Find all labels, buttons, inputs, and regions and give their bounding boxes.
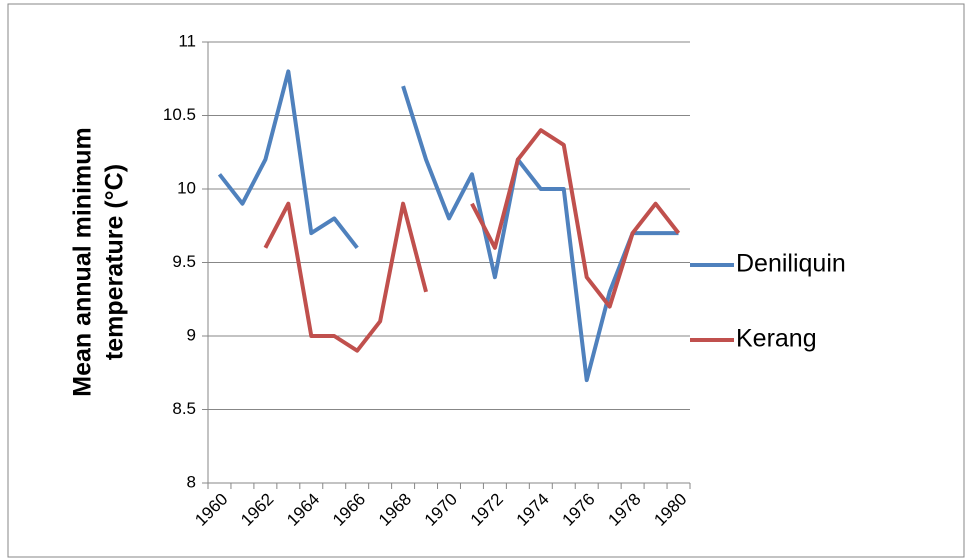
y-tick-label: 8 bbox=[187, 472, 196, 491]
legend-label: Kerang bbox=[736, 325, 817, 353]
y-tick-label: 9 bbox=[187, 325, 196, 344]
y-axis-title: temperature (°C) bbox=[101, 164, 129, 360]
y-tick-label: 8.5 bbox=[172, 399, 196, 418]
data-line bbox=[263, 128, 681, 353]
y-tick-label: 10.5 bbox=[163, 105, 196, 124]
y-tick-label: 9.5 bbox=[172, 252, 196, 271]
chart-frame bbox=[7, 3, 965, 558]
y-tick-label: 10 bbox=[177, 178, 196, 197]
legend-label: Deniliquin bbox=[736, 250, 846, 278]
y-tick-label: 11 bbox=[178, 31, 196, 50]
y-axis-title: Mean annual minimum bbox=[69, 127, 97, 396]
